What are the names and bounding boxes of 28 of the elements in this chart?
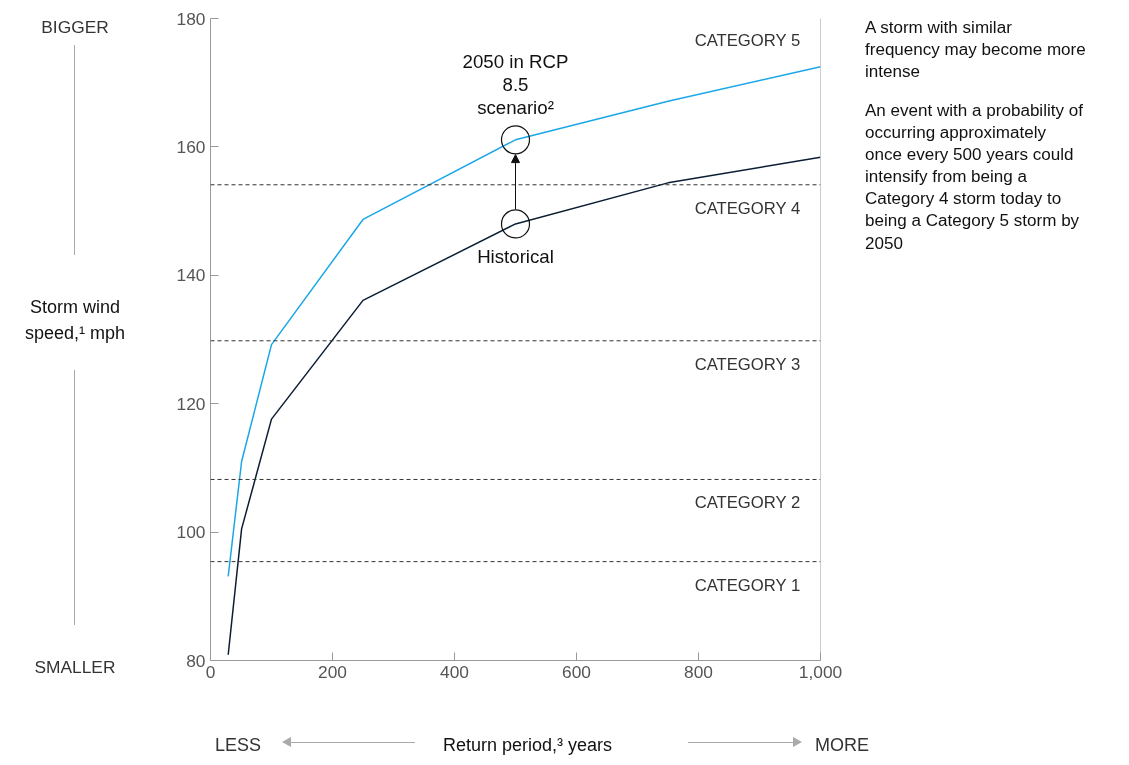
ref-line-label: CATEGORY 4 <box>694 198 801 218</box>
text: A storm with similar frequency may become more intense <box>865 17 1087 84</box>
series-label: Historical <box>477 245 554 267</box>
text: An event with a probability of occurring approximately once every 500 years could intensify from being a Category 4 storm today to being a Category 5 storm by 2050 <box>865 99 1084 255</box>
x-tick-label: 400 <box>440 661 469 682</box>
x-tick-label: 200 <box>318 661 347 682</box>
x-tick-label: 800 <box>684 661 713 682</box>
ref-line-label: CATEGORY 3 <box>694 354 801 374</box>
ref-line-label: CATEGORY 2 <box>694 493 801 513</box>
text: SMALLER <box>33 656 117 679</box>
series-label: 2050 in RCP 8.5 scenario² <box>462 50 569 118</box>
y-tick-label: 120 <box>176 393 206 414</box>
x-axis-title: Return period,³ years <box>443 734 613 757</box>
ref-line-label: CATEGORY 1 <box>694 575 801 595</box>
text: BIGGER <box>40 16 110 39</box>
text: LESS <box>215 734 262 757</box>
y-tick-label: 140 <box>176 265 206 286</box>
y-tick-label: 160 <box>176 136 206 157</box>
y-tick-label: 180 <box>176 8 206 29</box>
text: MORE <box>815 734 869 757</box>
y-tick-label: 100 <box>176 522 206 543</box>
annotation: CATEGORY 5 <box>694 30 801 50</box>
y-tick-label: 80 <box>186 650 206 671</box>
x-tick-label: 600 <box>562 661 591 682</box>
y-axis-title: Storm wind speed,¹ mph <box>23 296 127 345</box>
x-tick-label: 0 <box>205 661 216 682</box>
x-tick-label: 1,000 <box>798 661 843 682</box>
line-series <box>227 156 821 656</box>
